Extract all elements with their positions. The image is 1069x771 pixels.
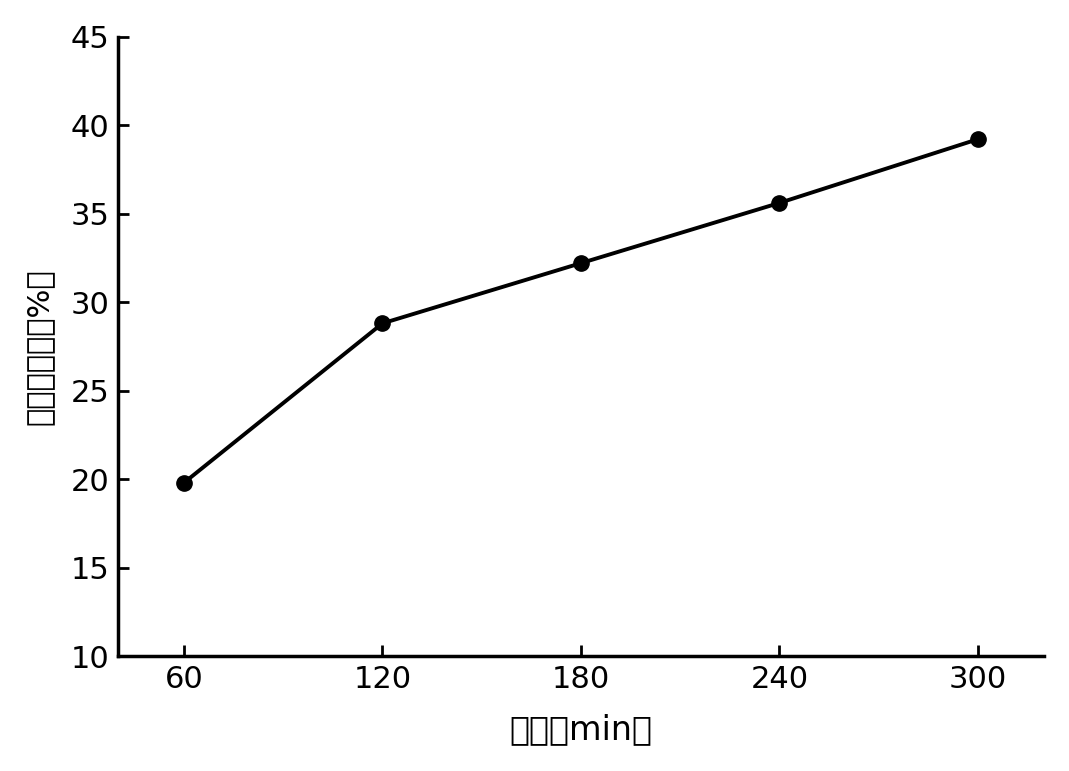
Y-axis label: 多糖提取率（%）: 多糖提取率（%） — [25, 268, 55, 425]
X-axis label: 时间（min）: 时间（min） — [510, 713, 652, 746]
